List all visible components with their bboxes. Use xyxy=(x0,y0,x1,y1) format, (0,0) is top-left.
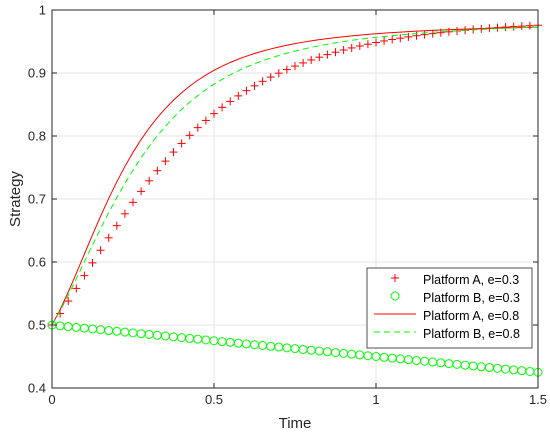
series-1 xyxy=(47,320,543,377)
series-0-point-19 xyxy=(201,116,210,125)
series-0-point-40 xyxy=(372,38,380,47)
series-0-point-39 xyxy=(363,40,372,49)
series-0-point-22 xyxy=(226,97,235,106)
series-3 xyxy=(51,26,539,326)
series-0-point-23 xyxy=(234,91,243,100)
series-0-point-8 xyxy=(112,221,121,230)
series-0-point-46 xyxy=(420,30,429,39)
series-0-point-34 xyxy=(323,50,332,59)
series-0-point-47 xyxy=(428,29,437,38)
series-0-point-30 xyxy=(291,62,299,71)
series-0-point-7 xyxy=(104,233,113,242)
y-tick-label-1: 0.5 xyxy=(28,318,46,333)
series-0-point-38 xyxy=(355,41,364,50)
series-0-point-32 xyxy=(307,55,316,64)
y-tick-label-4: 0.8 xyxy=(28,129,46,144)
y-tick-label-2: 0.6 xyxy=(28,255,46,270)
series-0-point-41 xyxy=(380,36,389,45)
y-tick-label-6: 1 xyxy=(39,3,46,18)
series-0-point-59 xyxy=(525,21,534,30)
series-0-point-4 xyxy=(80,271,89,280)
series-2 xyxy=(51,26,539,326)
series-0-point-20 xyxy=(210,109,218,118)
series-2-line xyxy=(51,26,539,326)
series-0-point-25 xyxy=(250,81,259,90)
legend-label-platform-a-e08: Platform A, e=0.8 xyxy=(423,309,519,323)
series-0-point-42 xyxy=(388,35,397,44)
series-0-point-36 xyxy=(339,46,348,55)
series-0-point-44 xyxy=(404,32,413,41)
legend-label-platform-a-e03: Platform A, e=0.3 xyxy=(423,273,519,287)
series-0-point-18 xyxy=(193,123,202,132)
series-0-point-26 xyxy=(258,77,267,86)
series-0-point-1 xyxy=(56,309,65,318)
series-0-point-29 xyxy=(282,65,291,74)
x-tick-label-1: 0.5 xyxy=(205,392,223,407)
series-0-point-14 xyxy=(161,157,170,166)
series-0-point-12 xyxy=(145,176,154,185)
legend-symbol-1 xyxy=(390,291,400,301)
y-tick-label-3: 0.7 xyxy=(28,192,46,207)
x-axis-label: Time xyxy=(279,415,312,432)
series-3-line xyxy=(51,26,539,326)
series-0-point-37 xyxy=(347,43,356,52)
series-0-point-9 xyxy=(120,209,129,218)
series-0-point-17 xyxy=(185,131,194,140)
series-0-point-57 xyxy=(509,22,518,31)
legend-symbols xyxy=(374,274,416,333)
series-0-point-13 xyxy=(153,166,162,175)
series-0-point-21 xyxy=(218,103,227,112)
data-series xyxy=(47,21,543,377)
y-tick-label-5: 0.9 xyxy=(28,66,46,81)
series-0-point-3 xyxy=(72,284,81,293)
series-0-point-6 xyxy=(96,246,105,255)
series-0-point-58 xyxy=(517,22,526,31)
series-0-point-27 xyxy=(266,73,275,82)
series-0-point-24 xyxy=(242,86,251,95)
series-0-point-5 xyxy=(88,258,97,267)
series-0-point-33 xyxy=(315,53,324,62)
legend-symbol-0 xyxy=(391,274,399,282)
legend-label-platform-b-e03: Platform B, e=0.3 xyxy=(423,291,520,305)
x-tick-label-2: 1 xyxy=(372,392,379,407)
series-0-point-31 xyxy=(299,58,308,67)
x-tick-label-3: 1.5 xyxy=(529,392,547,407)
legend-label-platform-b-e08: Platform B, e=0.8 xyxy=(423,327,520,341)
series-0-point-15 xyxy=(169,148,178,157)
series-0-point-16 xyxy=(177,139,186,148)
y-axis-label: Strategy xyxy=(7,171,24,227)
series-0-point-28 xyxy=(274,69,283,78)
legend: Platform A, e=0.3 Platform B, e=0.3 Plat… xyxy=(366,267,533,349)
series-0-point-43 xyxy=(396,34,405,43)
series-0-point-35 xyxy=(331,48,340,57)
series-0-point-10 xyxy=(129,198,137,207)
x-tick-label-0: 0 xyxy=(48,392,55,407)
series-0-point-11 xyxy=(137,187,146,196)
series-0-point-2 xyxy=(64,297,73,306)
series-0-point-56 xyxy=(501,23,510,32)
y-tick-label-0: 0.4 xyxy=(28,381,46,396)
axis-ticks: 0 0.5 1 1.5 0.4 0.5 0.6 0.7 0.8 0.9 1 xyxy=(28,3,547,408)
